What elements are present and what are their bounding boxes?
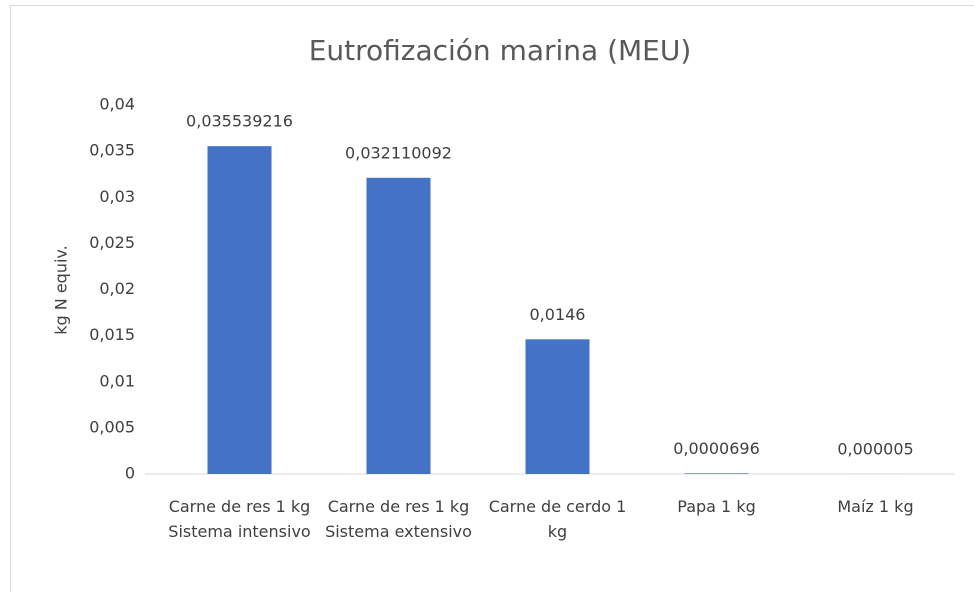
y-tick-label: 0,005 [89,417,135,436]
data-label: 0,035539216 [186,112,293,131]
x-tick-label: Maíz 1 kg [837,497,914,516]
y-tick-label: 0,03 [99,187,135,206]
y-tick-label: 0,04 [99,95,135,114]
data-label: 0,000005 [837,439,913,458]
bar [525,339,590,474]
data-label: 0,032110092 [345,143,452,162]
x-tick-label: Carne de cerdo 1 kg [488,497,627,541]
y-axis-label: kg N equiv. [52,245,71,334]
y-tick-label: 0,02 [99,279,135,298]
data-label: 0,0146 [530,305,586,324]
bar [684,473,749,474]
chart-title: Eutrofización marina (MEU) [309,34,692,67]
data-label: 0,0000696 [673,439,760,458]
chart-border [10,5,974,592]
y-tick-label: 0,01 [99,371,135,390]
x-tick-label: Carne de res 1 kg Sistema intensivo [168,497,311,541]
y-tick-label: 0,015 [89,325,135,344]
bar [366,177,431,474]
x-tick-label: Carne de res 1 kg Sistema extensivo [325,497,472,541]
y-tick-label: 0,035 [89,141,135,160]
y-tick-label: 0 [125,464,135,483]
x-tick-label: Papa 1 kg [677,497,756,516]
bar [207,146,272,474]
y-tick-label: 0,025 [89,233,135,252]
